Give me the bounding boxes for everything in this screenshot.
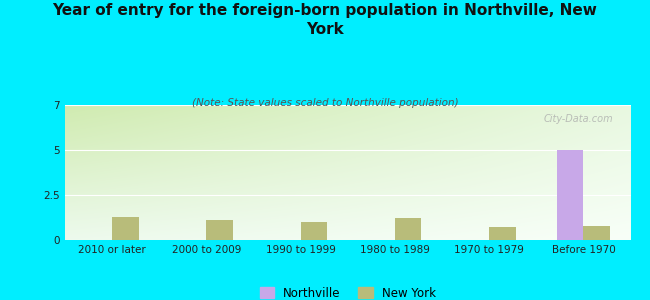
Legend: Northville, New York: Northville, New York	[255, 282, 441, 300]
Text: City-Data.com: City-Data.com	[544, 114, 614, 124]
Bar	[300, 222, 327, 240]
Bar	[395, 218, 421, 240]
Bar	[557, 150, 584, 240]
Bar	[207, 220, 233, 240]
Bar	[584, 226, 610, 240]
Bar	[112, 217, 138, 240]
Bar	[489, 227, 515, 240]
Text: (Note: State values scaled to Northville population): (Note: State values scaled to Northville…	[192, 98, 458, 107]
Text: Year of entry for the foreign-born population in Northville, New
York: Year of entry for the foreign-born popul…	[53, 3, 597, 37]
